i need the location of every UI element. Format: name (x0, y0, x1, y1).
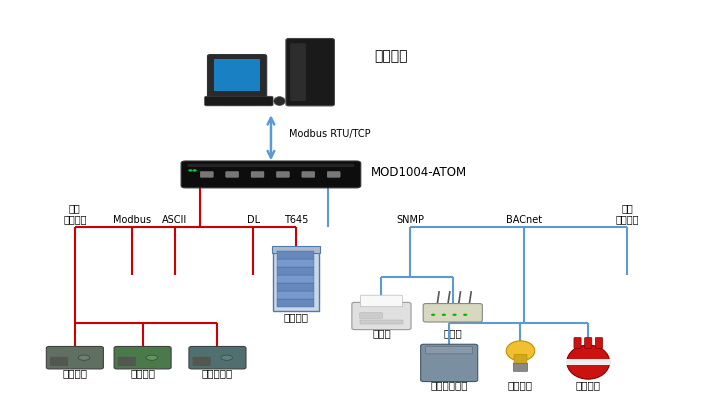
FancyBboxPatch shape (251, 172, 264, 177)
FancyBboxPatch shape (214, 59, 260, 91)
FancyBboxPatch shape (360, 320, 404, 324)
Ellipse shape (221, 355, 232, 360)
Ellipse shape (274, 97, 285, 105)
Text: 照明系统: 照明系统 (508, 380, 533, 390)
Text: 路由器: 路由器 (443, 328, 462, 338)
FancyBboxPatch shape (277, 275, 314, 283)
Circle shape (193, 169, 197, 172)
FancyBboxPatch shape (188, 164, 354, 167)
FancyBboxPatch shape (514, 354, 527, 365)
FancyBboxPatch shape (286, 38, 334, 106)
FancyBboxPatch shape (200, 172, 213, 177)
Circle shape (188, 169, 193, 172)
FancyBboxPatch shape (352, 302, 411, 330)
FancyBboxPatch shape (205, 96, 273, 106)
FancyBboxPatch shape (566, 359, 610, 365)
FancyBboxPatch shape (277, 267, 314, 275)
FancyBboxPatch shape (327, 172, 340, 177)
Text: 消防设备: 消防设备 (575, 380, 601, 390)
Ellipse shape (78, 355, 90, 360)
Text: DL: DL (247, 215, 260, 225)
FancyBboxPatch shape (277, 283, 314, 291)
FancyBboxPatch shape (226, 172, 239, 177)
FancyBboxPatch shape (277, 299, 314, 307)
Circle shape (442, 314, 446, 316)
Ellipse shape (506, 341, 535, 361)
Text: BACnet: BACnet (506, 215, 542, 225)
Text: 监控主机: 监控主机 (374, 49, 408, 63)
FancyBboxPatch shape (277, 251, 314, 259)
FancyBboxPatch shape (46, 346, 103, 369)
FancyBboxPatch shape (302, 172, 314, 177)
Text: 智能电表: 智能电表 (283, 312, 309, 322)
FancyBboxPatch shape (277, 259, 314, 267)
Text: SNMP: SNMP (396, 215, 424, 225)
Circle shape (452, 314, 456, 316)
Circle shape (463, 314, 468, 316)
FancyBboxPatch shape (273, 247, 319, 311)
FancyBboxPatch shape (277, 291, 314, 299)
FancyBboxPatch shape (193, 357, 211, 366)
Text: ASCII: ASCII (162, 215, 188, 225)
FancyBboxPatch shape (585, 338, 592, 348)
Text: T645: T645 (284, 215, 308, 225)
Text: Modbus: Modbus (113, 215, 151, 225)
Ellipse shape (567, 345, 610, 379)
Text: 打印机: 打印机 (372, 328, 391, 338)
Text: 其它
串口协议: 其它 串口协议 (63, 203, 86, 225)
FancyBboxPatch shape (207, 55, 267, 98)
Ellipse shape (146, 355, 158, 360)
Text: 冷水系统: 冷水系统 (62, 368, 88, 378)
FancyBboxPatch shape (181, 161, 361, 188)
Text: Modbus RTU/TCP: Modbus RTU/TCP (289, 129, 370, 139)
FancyBboxPatch shape (426, 346, 473, 354)
Text: MOD1004-ATOM: MOD1004-ATOM (371, 166, 467, 179)
FancyBboxPatch shape (424, 304, 482, 322)
Text: 空调送风系统: 空调送风系统 (431, 380, 468, 390)
Circle shape (431, 314, 435, 316)
FancyBboxPatch shape (595, 338, 602, 348)
FancyBboxPatch shape (360, 313, 383, 318)
FancyBboxPatch shape (290, 43, 306, 101)
FancyBboxPatch shape (574, 338, 581, 348)
Text: 给排水系统: 给排水系统 (202, 368, 233, 378)
FancyBboxPatch shape (421, 344, 478, 382)
FancyBboxPatch shape (361, 295, 402, 307)
Text: 其它
网口协议: 其它 网口协议 (616, 203, 639, 225)
FancyBboxPatch shape (272, 246, 320, 253)
Text: 热水系统: 热水系统 (130, 368, 155, 378)
FancyBboxPatch shape (189, 346, 246, 369)
FancyBboxPatch shape (513, 363, 528, 371)
FancyBboxPatch shape (118, 357, 136, 366)
FancyBboxPatch shape (50, 357, 68, 366)
FancyBboxPatch shape (114, 346, 171, 369)
FancyBboxPatch shape (277, 172, 289, 177)
